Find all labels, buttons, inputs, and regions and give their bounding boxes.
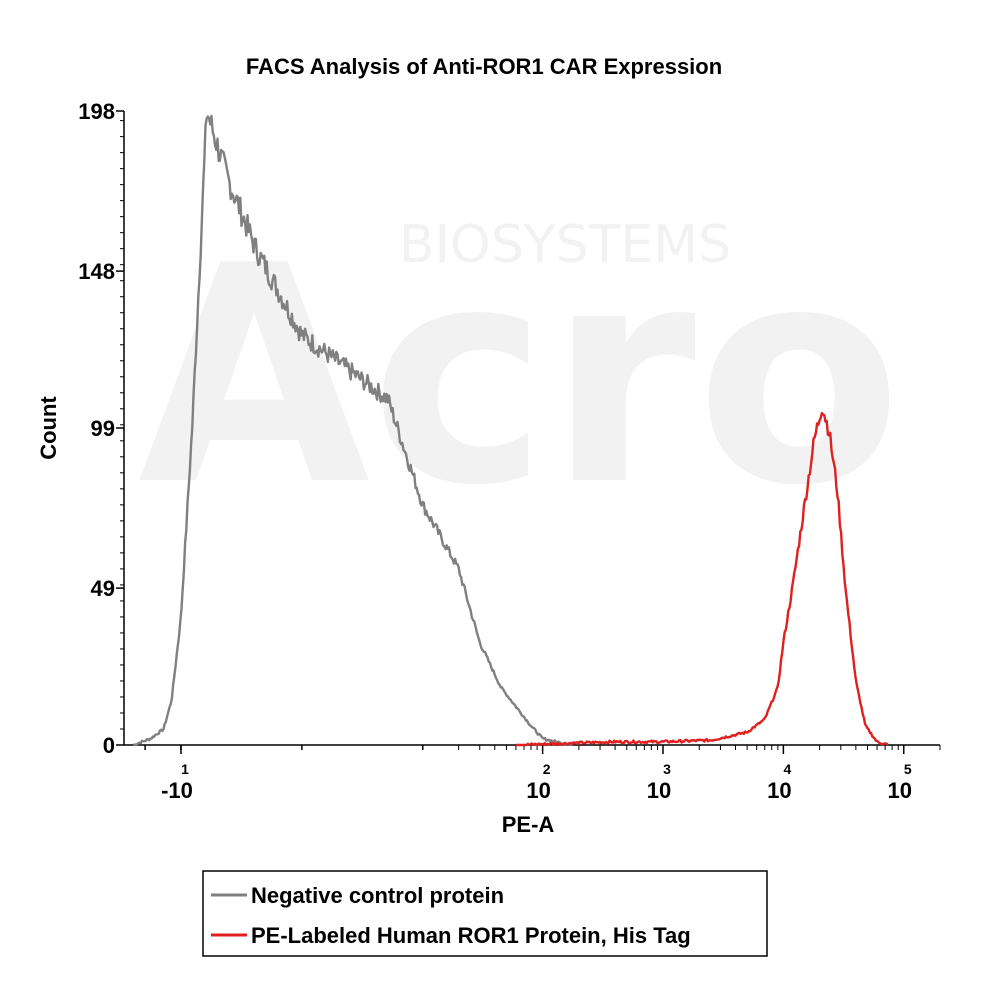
x-axis-label: PE-A bbox=[502, 812, 555, 837]
series-line-1 bbox=[515, 411, 889, 747]
x-tick-exponent-2: 3 bbox=[663, 761, 671, 777]
x-tick-label-1: 10 bbox=[526, 778, 550, 803]
y-tick-label-1: 49 bbox=[91, 576, 115, 601]
x-tick-label-0: -10 bbox=[161, 778, 193, 803]
x-tick-exponent-3: 4 bbox=[783, 761, 791, 777]
y-tick-label-3: 148 bbox=[78, 259, 115, 284]
legend: Negative control protein PE-Labeled Huma… bbox=[202, 870, 768, 957]
chart-title: FACS Analysis of Anti-ROR1 CAR Expressio… bbox=[246, 54, 722, 79]
series-line-0 bbox=[132, 114, 574, 747]
x-tick-label-4: 10 bbox=[888, 778, 912, 803]
y-tick-label-0: 0 bbox=[103, 733, 115, 758]
y-axis-label: Count bbox=[36, 396, 61, 460]
y-tick-label-4: 198 bbox=[78, 99, 115, 124]
x-tick-exponent-4: 5 bbox=[904, 761, 912, 777]
legend-box bbox=[202, 870, 768, 957]
y-tick-label-2: 99 bbox=[91, 416, 115, 441]
x-tick-label-3: 10 bbox=[767, 778, 791, 803]
legend-label-negative: Negative control protein bbox=[251, 883, 504, 908]
x-tick-label-2: 10 bbox=[647, 778, 671, 803]
watermark: BIOSYSTEMS Acro bbox=[138, 202, 902, 551]
watermark-brand: Acro bbox=[138, 202, 902, 551]
legend-label-ror1: PE-Labeled Human ROR1 Protein, His Tag bbox=[251, 923, 691, 948]
watermark-tagline: BIOSYSTEMS bbox=[399, 215, 731, 275]
x-tick-exponent-0: 1 bbox=[181, 761, 189, 777]
x-tick-exponent-1: 2 bbox=[543, 761, 551, 777]
